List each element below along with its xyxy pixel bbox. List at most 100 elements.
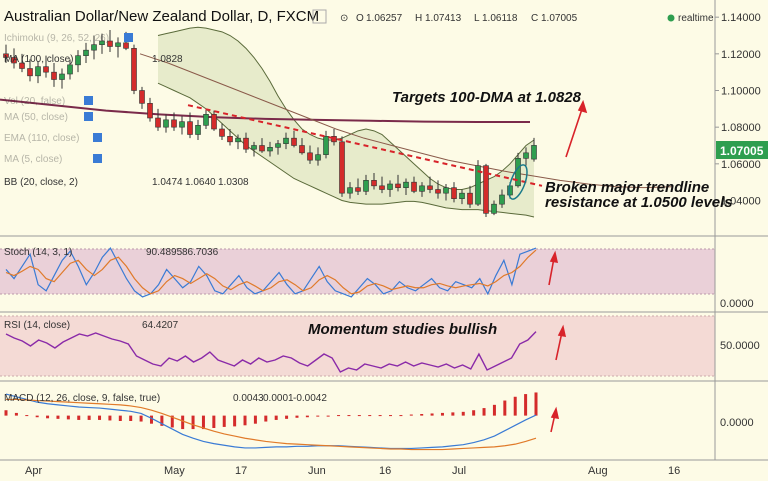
candle-body: [427, 185, 433, 190]
legend-stoch[interactable]: Stoch (14, 3, 1): [4, 247, 72, 258]
legend-ichimoku[interactable]: Ichimoku (9, 26, 52, 26): [4, 33, 109, 44]
macd-hist-bar: [46, 415, 50, 419]
candle-body: [3, 53, 9, 58]
macd-hist-bar: [233, 415, 237, 427]
rsi-band: [0, 316, 715, 376]
legend-vol[interactable]: Vol (20, false): [4, 96, 65, 107]
candle-body: [51, 71, 57, 80]
candle-body: [355, 187, 361, 192]
candle-body: [315, 154, 321, 161]
trendline: [187, 104, 543, 187]
candle-body: [163, 119, 169, 128]
macd-hist-bar: [212, 415, 216, 428]
macd-signal-line: [6, 398, 537, 451]
time-tick-label: Aug: [588, 465, 608, 477]
legend-macd-signal: -0.0042: [293, 393, 327, 404]
realtime-label: realtime: [678, 13, 714, 24]
macd-hist-bar: [181, 415, 185, 430]
rsi-axis-label: 50.0000: [720, 340, 760, 352]
ma100-line: [0, 98, 530, 124]
legend-bb[interactable]: BB (20, close, 2): [4, 177, 78, 188]
stoch-d-line: [5, 249, 537, 295]
ma50-eye-icon[interactable]: [84, 112, 93, 121]
legend-ma50[interactable]: MA (50, close): [4, 112, 68, 123]
candle-body: [195, 125, 201, 135]
macd-hist-bar: [118, 415, 122, 421]
macd-hist-bar: [399, 415, 403, 417]
ohlc-close-key: C: [531, 13, 538, 24]
candle-body: [251, 145, 257, 150]
price-tick-label: 1.04000: [721, 196, 761, 208]
vol-eye-icon[interactable]: [84, 96, 93, 105]
annotation-target: Targets 100-DMA at 1.0828: [392, 89, 582, 106]
macd-hist-bar: [98, 415, 102, 420]
candle-body: [531, 145, 537, 160]
settings-icon[interactable]: [312, 9, 327, 24]
macd-hist-bar: [482, 408, 486, 416]
macd-hist-bar: [389, 415, 393, 417]
candle-body: [275, 143, 281, 148]
macd-hist-bar: [326, 415, 330, 417]
macd-hist-bar: [170, 415, 174, 428]
legend-ma5[interactable]: MA (5, close): [4, 154, 62, 165]
legend-ema110[interactable]: EMA (110, close): [4, 133, 79, 144]
candle-body: [147, 103, 153, 119]
ohlc-eye-icon[interactable]: ⊙: [340, 13, 348, 24]
candle-body: [291, 137, 297, 146]
arrow-rsi-up: [555, 331, 563, 361]
price-tick-label: 1.12000: [721, 49, 761, 61]
candle-body: [435, 189, 441, 194]
macd-hist-bar: [305, 415, 309, 418]
candle-body: [83, 49, 89, 56]
legend-bb-basis: 1.0640: [185, 177, 216, 188]
candle-body: [515, 158, 521, 187]
price-tick-label: 1.06000: [721, 159, 761, 171]
candle-body: [75, 55, 81, 66]
ohlc-close-value: 1.07005: [541, 13, 578, 24]
candle-body: [211, 114, 217, 130]
candle-body: [243, 137, 249, 150]
macd-hist-bar: [451, 412, 455, 416]
macd-hist-bar: [534, 392, 538, 416]
candle-body: [523, 152, 529, 159]
candle-body: [59, 73, 65, 80]
candle-body: [283, 137, 289, 144]
macd-hist-bar: [66, 415, 70, 420]
ohlc-open-value: 1.06257: [366, 13, 403, 24]
legend-macd[interactable]: MACD (12, 26, close, 9, false, true): [4, 393, 160, 404]
arrow-price-up: [565, 105, 584, 158]
price-tick-label: 1.10000: [721, 86, 761, 98]
ichimoku-eye-icon[interactable]: [124, 33, 133, 42]
rsi-line-group: [5, 331, 537, 373]
arrow-stoch-up-head: [549, 250, 559, 263]
macd-hist-bar: [492, 404, 496, 416]
macd-hist-bar: [35, 415, 39, 418]
candle-body: [451, 187, 457, 199]
macd-line: [5, 393, 537, 450]
stoch-k-line: [5, 247, 537, 298]
candle-body: [499, 194, 505, 205]
legend-bb-upper: 1.0474: [152, 177, 183, 188]
candle-body: [187, 121, 193, 135]
stoch-band: [0, 249, 715, 294]
macd-hist-bar: [25, 415, 29, 417]
candle-body: [475, 165, 481, 205]
trendline-group: [187, 104, 543, 187]
macd-hist-bar: [337, 415, 341, 417]
stoch-axis-label: 0.0000: [720, 298, 754, 310]
legend-rsi[interactable]: RSI (14, close): [4, 320, 70, 331]
legend-ma100[interactable]: MA (100, close): [4, 54, 73, 65]
macd-hist-bar: [129, 415, 133, 421]
macd-hist-bar: [295, 415, 299, 418]
candle-body: [419, 185, 425, 192]
legend-stoch-k: 90.4895: [146, 247, 183, 258]
price-badge-text: 1.07005: [720, 144, 764, 158]
moving-averages: [0, 53, 673, 189]
candlesticks: [3, 30, 537, 217]
ma5-eye-icon[interactable]: [93, 154, 102, 163]
bb-basis-line: [139, 53, 673, 189]
candle-body: [11, 57, 17, 64]
price-tick-label: 1.08000: [721, 122, 761, 134]
ema110-eye-icon[interactable]: [93, 133, 102, 142]
